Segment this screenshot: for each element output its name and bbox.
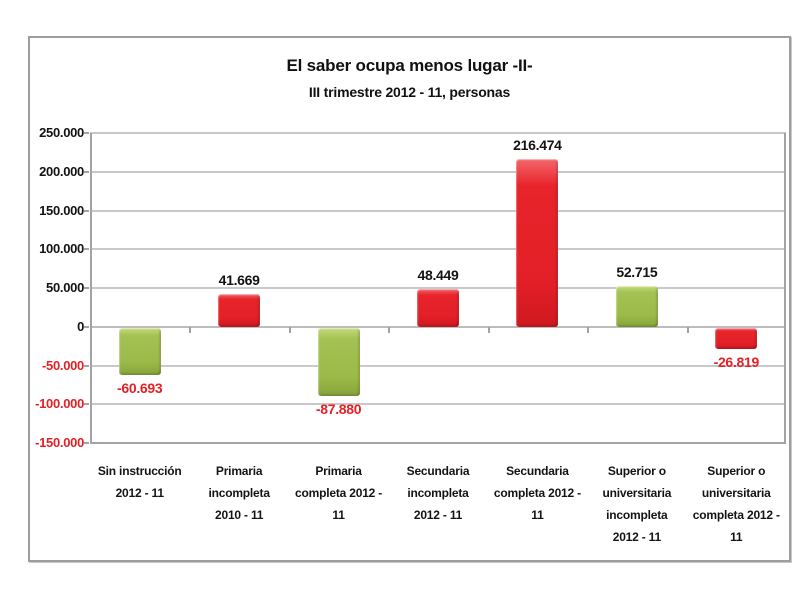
bar-6 [615, 285, 658, 327]
x-axis-tick [687, 326, 689, 333]
bar-3 [317, 327, 360, 396]
x-axis-label: Superior o universitaria incompleta 2012… [602, 464, 672, 544]
plot-area: -60.693 41.669 -87.880 48.449 216.474 52.715 -… [84, 132, 786, 444]
bar-1 [118, 327, 161, 375]
y-axis-label: -50.000 [42, 357, 84, 373]
x-axis-tick [189, 326, 191, 333]
gridline [90, 442, 786, 444]
gridline [90, 248, 786, 251]
x-axis-label: Sin instrucción 2012 - 11 [97, 464, 182, 500]
x-axis-label: Secundaria incompleta 2012 - 11 [406, 464, 470, 522]
y-axis-label: -150.000 [35, 435, 84, 450]
y-axis-tick [84, 403, 89, 406]
y-axis-label: 50.000 [46, 280, 84, 295]
bar-4 [417, 289, 459, 327]
bar-5 [516, 158, 559, 327]
y-axis-tick [84, 442, 89, 444]
chart-title: El saber ocupa menos lugar -II- [286, 56, 533, 75]
x-axis-labels: Sin instrucción 2012 - 11 Primaria incomp… [90, 460, 786, 556]
x-axis-label: Superior o universitaria completa 2012 -… [692, 464, 780, 544]
y-axis-tick [84, 170, 89, 173]
x-axis-tick [784, 326, 786, 333]
bar-value-label: -60.693 [117, 379, 163, 396]
x-axis-label: Secundaria completa 2012 - 11 [493, 464, 581, 522]
x-axis-tick [90, 326, 92, 333]
y-axis-label: 200.000 [39, 163, 84, 179]
bar-7 [715, 327, 758, 349]
y-axis-tick [84, 287, 89, 289]
y-axis-label: -100.000 [35, 396, 84, 412]
chart-frame [28, 36, 791, 562]
y-axis-tick [84, 325, 89, 328]
y-axis-label: 0 [77, 318, 84, 334]
gridline [90, 132, 786, 134]
y-axis-label: 250.000 [39, 125, 84, 140]
chart-subtitle: III trimestre 2012 - 11, personas [308, 84, 511, 100]
gridline [90, 325, 786, 328]
gridline [90, 170, 786, 173]
bar-value-label: 41.669 [218, 272, 260, 289]
bar-2 [218, 294, 261, 327]
x-axis-tick [488, 326, 490, 333]
x-axis-tick [388, 326, 390, 333]
y-axis-label: 100.000 [39, 241, 84, 257]
bar-value-label: 216.474 [513, 136, 562, 153]
x-axis-tick [587, 326, 589, 333]
bar-value-label: -87.880 [315, 400, 362, 417]
y-axis-tick [84, 364, 89, 367]
x-axis-label: Primaria incompleta 2010 - 11 [208, 464, 270, 522]
bar-value-label: 48.449 [417, 267, 459, 284]
x-axis-label: Primaria completa 2012 - 11 [295, 464, 383, 522]
gridline [90, 287, 786, 289]
gridline [90, 364, 786, 367]
bar-value-label: 52.715 [616, 263, 658, 280]
x-axis-tick [289, 326, 291, 333]
y-axis-tick [84, 132, 89, 134]
y-axis-tick [84, 209, 89, 212]
gridline [90, 209, 786, 212]
gridline [90, 403, 786, 406]
bar-value-label: -26.819 [713, 353, 760, 370]
y-axis-line [90, 133, 92, 443]
y-axis-tick [84, 248, 89, 251]
y-axis-label: 150.000 [39, 202, 84, 218]
plot-right-border [784, 133, 786, 443]
